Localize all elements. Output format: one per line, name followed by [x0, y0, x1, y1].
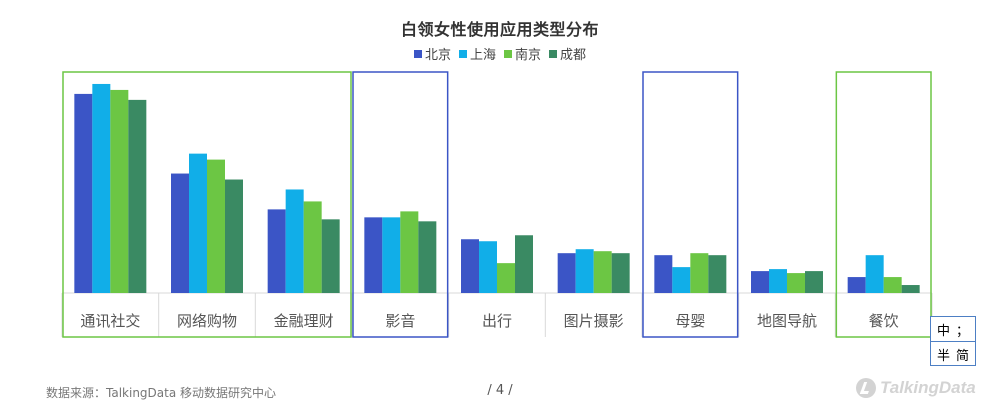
ime-halfwidth-toggle[interactable]: 半	[936, 348, 950, 364]
category-label-8: 餐饮	[869, 312, 899, 330]
bar-2-0	[267, 209, 286, 293]
bar-8-0	[847, 277, 866, 293]
bar-7-1	[769, 269, 787, 293]
legend-label-1: 上海	[469, 48, 496, 63]
category-label-5: 图片摄影	[564, 312, 624, 330]
ime-simplified-toggle[interactable]: 简	[955, 348, 969, 364]
legend-swatch-3	[549, 49, 558, 58]
bar-7-3	[805, 271, 823, 293]
bar-1-3	[225, 179, 243, 293]
highlight-box-0	[62, 71, 352, 338]
category-label-4: 出行	[482, 312, 512, 330]
bar-8-2	[883, 277, 902, 293]
bar-0-2	[110, 89, 129, 293]
bar-6-0	[654, 255, 673, 293]
bar-4-3	[515, 235, 533, 293]
ime-status-panel[interactable]: 中 ； 半 简	[930, 316, 976, 366]
logo-mark-icon	[856, 378, 876, 398]
bar-4-0	[461, 239, 479, 293]
bar-2-1	[285, 189, 304, 293]
bar-1-2	[207, 159, 225, 293]
bar-2-3	[321, 219, 340, 293]
category-label-0: 通讯社交	[80, 312, 140, 330]
bar-8-1	[865, 255, 884, 293]
legend-label-3: 成都	[560, 48, 587, 63]
data-source-note: 数据来源：TalkingData 移动数据研究中心	[46, 386, 277, 400]
legend-swatch-2	[504, 49, 512, 58]
bar-6-2	[690, 253, 709, 293]
bar-5-2	[593, 251, 612, 293]
bar-2-2	[303, 201, 322, 293]
ime-chinese-mode-toggle[interactable]: 中	[936, 323, 950, 339]
bar-3-3	[418, 221, 437, 293]
ime-row-mode: 中 ；	[931, 317, 975, 341]
bar-0-3	[128, 99, 147, 293]
highlight-box-3	[835, 71, 932, 338]
talkingdata-logo: TalkingData	[856, 378, 976, 398]
logo-text: TalkingData	[880, 378, 976, 397]
category-label-1: 网络购物	[177, 312, 237, 330]
legend-label-2: 南京	[515, 48, 542, 63]
bar-5-1	[575, 249, 594, 293]
bar-5-0	[557, 253, 576, 293]
bar-0-0	[74, 93, 93, 293]
bar-5-3	[611, 253, 630, 293]
category-label-3: 影音	[385, 312, 415, 330]
bar-1-1	[189, 153, 207, 293]
bar-4-1	[479, 241, 497, 293]
legend-swatch-1	[458, 49, 467, 58]
legend-item-3: 成都	[549, 44, 586, 63]
bar-3-2	[400, 211, 419, 293]
ime-row-width: 半 简	[931, 341, 975, 366]
category-label-6: 母婴	[675, 312, 705, 330]
bar-4-2	[497, 263, 515, 293]
bar-6-3	[708, 255, 727, 293]
legend-item-1: 上海	[458, 44, 496, 63]
highlight-box-2	[642, 71, 739, 338]
legend-item-0: 北京	[413, 44, 451, 63]
category-label-2: 金融理财	[274, 312, 334, 330]
page-number: / 4 /	[487, 383, 513, 398]
legend-item-2: 南京	[504, 44, 541, 63]
bar-7-2	[787, 273, 805, 293]
bar-1-0	[171, 173, 189, 293]
ime-punctuation-toggle[interactable]: ；	[955, 323, 969, 339]
legend-swatch-0	[413, 49, 422, 58]
bar-0-1	[92, 83, 111, 293]
chart-title: 白领女性使用应用类型分布	[400, 20, 599, 39]
bar-7-0	[751, 271, 769, 293]
bar-8-3	[901, 285, 920, 293]
bar-3-0	[364, 217, 383, 293]
legend-label-0: 北京	[424, 48, 451, 63]
bar-6-1	[672, 267, 691, 293]
highlight-box-1	[352, 71, 449, 338]
bar-3-1	[382, 217, 401, 293]
chart-legend: 北京 上海 南京 成都	[0, 44, 1000, 63]
category-label-7: 地图导航	[757, 312, 817, 330]
